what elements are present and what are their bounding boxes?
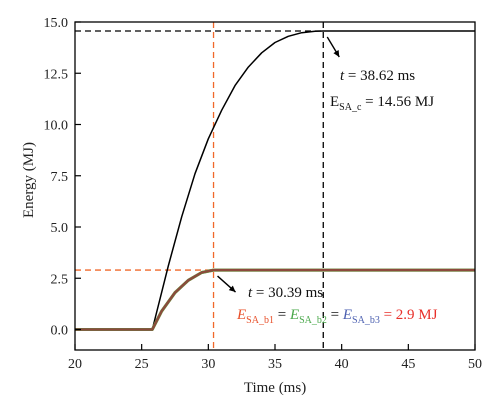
- x-tick-label: 35: [268, 357, 282, 372]
- annotation-upper-energy-var: E: [330, 94, 339, 110]
- series-line-4: [75, 268, 475, 331]
- x-tick-label: 20: [68, 357, 82, 372]
- annotation-upper-time-value: = 38.62 ms: [344, 68, 415, 84]
- y-tick-label: 2.5: [51, 272, 69, 287]
- annotation-lower-eq2: =: [327, 307, 343, 323]
- y-tick-label: 12.5: [44, 67, 69, 82]
- annotation-upper-time-var: t: [340, 68, 345, 84]
- y-tick-label: 10.0: [44, 119, 69, 134]
- annotation-lower-e3-var: E: [342, 307, 352, 323]
- x-tick-label: 45: [401, 357, 415, 372]
- x-tick-label: 50: [468, 357, 482, 372]
- annotation-lower-e2-sub: SA_b2: [299, 315, 327, 326]
- annotation-lower-e3-sub: SA_b3: [352, 315, 380, 326]
- y-tick-label: 15.0: [44, 16, 69, 31]
- annotation-lower-value: = 2.9 MJ: [380, 307, 438, 323]
- x-tick-label: 30: [201, 357, 215, 372]
- annotation-lower-time-value: = 30.39 ms: [252, 285, 323, 301]
- x-tick-label: 40: [335, 357, 349, 372]
- annotation-lower-eq1: =: [274, 307, 290, 323]
- annotation-lower-time-var: t: [248, 285, 253, 301]
- y-axis-title: Energy (MJ): [21, 142, 37, 218]
- upper-annotation-arrow-head: [333, 50, 340, 58]
- annotation-upper-time: t = 38.62 ms: [340, 68, 415, 84]
- series-line-1: [75, 30, 475, 331]
- lower-annotation-arrow-head: [228, 285, 236, 293]
- annotation-upper-energy: ESA_c = 14.56 MJ: [330, 94, 434, 113]
- annotation-lower-time: t = 30.39 ms: [248, 285, 323, 301]
- reference-lines: [75, 22, 324, 350]
- y-tick-label: 7.5: [51, 170, 69, 185]
- annotation-lower-e1-sub: SA_b1: [246, 315, 274, 326]
- annotation-arrows: [217, 36, 340, 293]
- annotation-lower-energy: ESA_b1 = ESA_b2 = ESA_b3 = 2.9 MJ: [236, 307, 438, 326]
- x-axis-title: Time (ms): [244, 380, 306, 396]
- axis-ticks: 20 25 30 35 40 45 50 0.0 2.5 5.0 7.5 10.0 12.5 15.0: [44, 16, 483, 372]
- annotation-lower-e1-var: E: [236, 307, 246, 323]
- annotation-lower-e2-var: E: [289, 307, 299, 323]
- annotation-upper-energy-sub: SA_c: [339, 102, 362, 113]
- annotation-upper-energy-value: = 14.56 MJ: [361, 94, 434, 110]
- y-tick-label: 0.0: [51, 324, 69, 339]
- x-tick-label: 25: [135, 357, 149, 372]
- series-lines: [75, 30, 475, 331]
- y-tick-label: 5.0: [51, 221, 69, 236]
